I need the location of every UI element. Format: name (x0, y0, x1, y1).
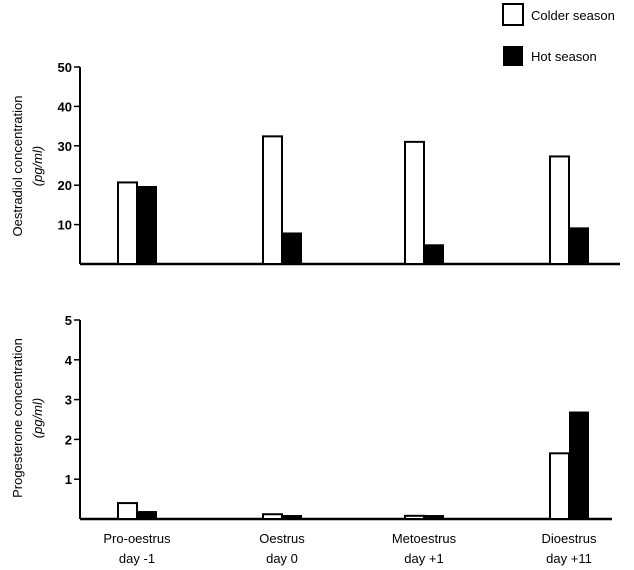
bar-hot-season (137, 185, 157, 264)
legend-label-colder: Colder season (531, 8, 615, 23)
x-tick-label: Dioestrus (542, 531, 597, 546)
y-axis-unit-progesterone: (pg/ml) (30, 398, 45, 438)
bar-colder-season (549, 452, 570, 520)
y-tick-label: 10 (58, 218, 72, 233)
y-tick-label: 1 (65, 472, 72, 487)
y-axis-label-progesterone: Progesterone concentration (10, 338, 25, 498)
bar-colder-season (117, 502, 138, 520)
bar-hot-season (424, 515, 444, 519)
bar-colder-season (262, 513, 283, 520)
bar-colder-season (549, 155, 570, 265)
x-tick-sublabel: day +11 (546, 551, 592, 566)
y-tick-label: 5 (65, 313, 72, 328)
y-tick-label: 40 (58, 99, 72, 114)
bar-hot-season (282, 232, 302, 264)
category-labels: Pro-oestrus day -1 Oestrus day 0 Metoestrus d… (103, 531, 597, 566)
bar-colder-season (404, 140, 425, 265)
bar-hot-season (569, 227, 589, 264)
y-tick-label: 4 (65, 353, 73, 368)
legend-label-hot: Hot season (531, 49, 597, 64)
x-tick-sublabel: day 0 (266, 551, 298, 566)
y-tick-label: 30 (58, 139, 72, 154)
bar-colder-season (404, 514, 425, 520)
progesterone-panel: Progesterone concentration (pg/ml) 1 2 3 4 5 (10, 313, 612, 521)
bar-hot-season (282, 515, 302, 519)
x-tick-sublabel: day +1 (404, 551, 443, 566)
oestradiol-panel: Oestradiol concentration (pg/ml) 10 20 30 4… (10, 60, 620, 266)
bar-hot-season (569, 411, 589, 519)
x-tick-label: Oestrus (259, 531, 305, 546)
x-tick-label: Metoestrus (392, 531, 457, 546)
y-tick-label: 20 (58, 178, 72, 193)
y-tick-label: 2 (65, 432, 72, 447)
legend-swatch-hot (503, 46, 523, 66)
y-axis-unit-oestradiol: (pg/ml) (30, 146, 45, 186)
y-tick-label: 50 (58, 60, 72, 75)
y-tick-label: 3 (65, 393, 72, 408)
y-axis-label-oestradiol: Oestradiol concentration (10, 96, 25, 237)
bar-hot-season (137, 511, 157, 519)
legend: Colder season Hot season (502, 3, 615, 66)
legend-swatch-colder (502, 3, 524, 26)
x-tick-label: Pro-oestrus (103, 531, 171, 546)
bar-colder-season (117, 181, 138, 265)
bar-colder-season (262, 135, 283, 265)
bar-hot-season (424, 244, 444, 264)
x-tick-sublabel: day -1 (119, 551, 155, 566)
